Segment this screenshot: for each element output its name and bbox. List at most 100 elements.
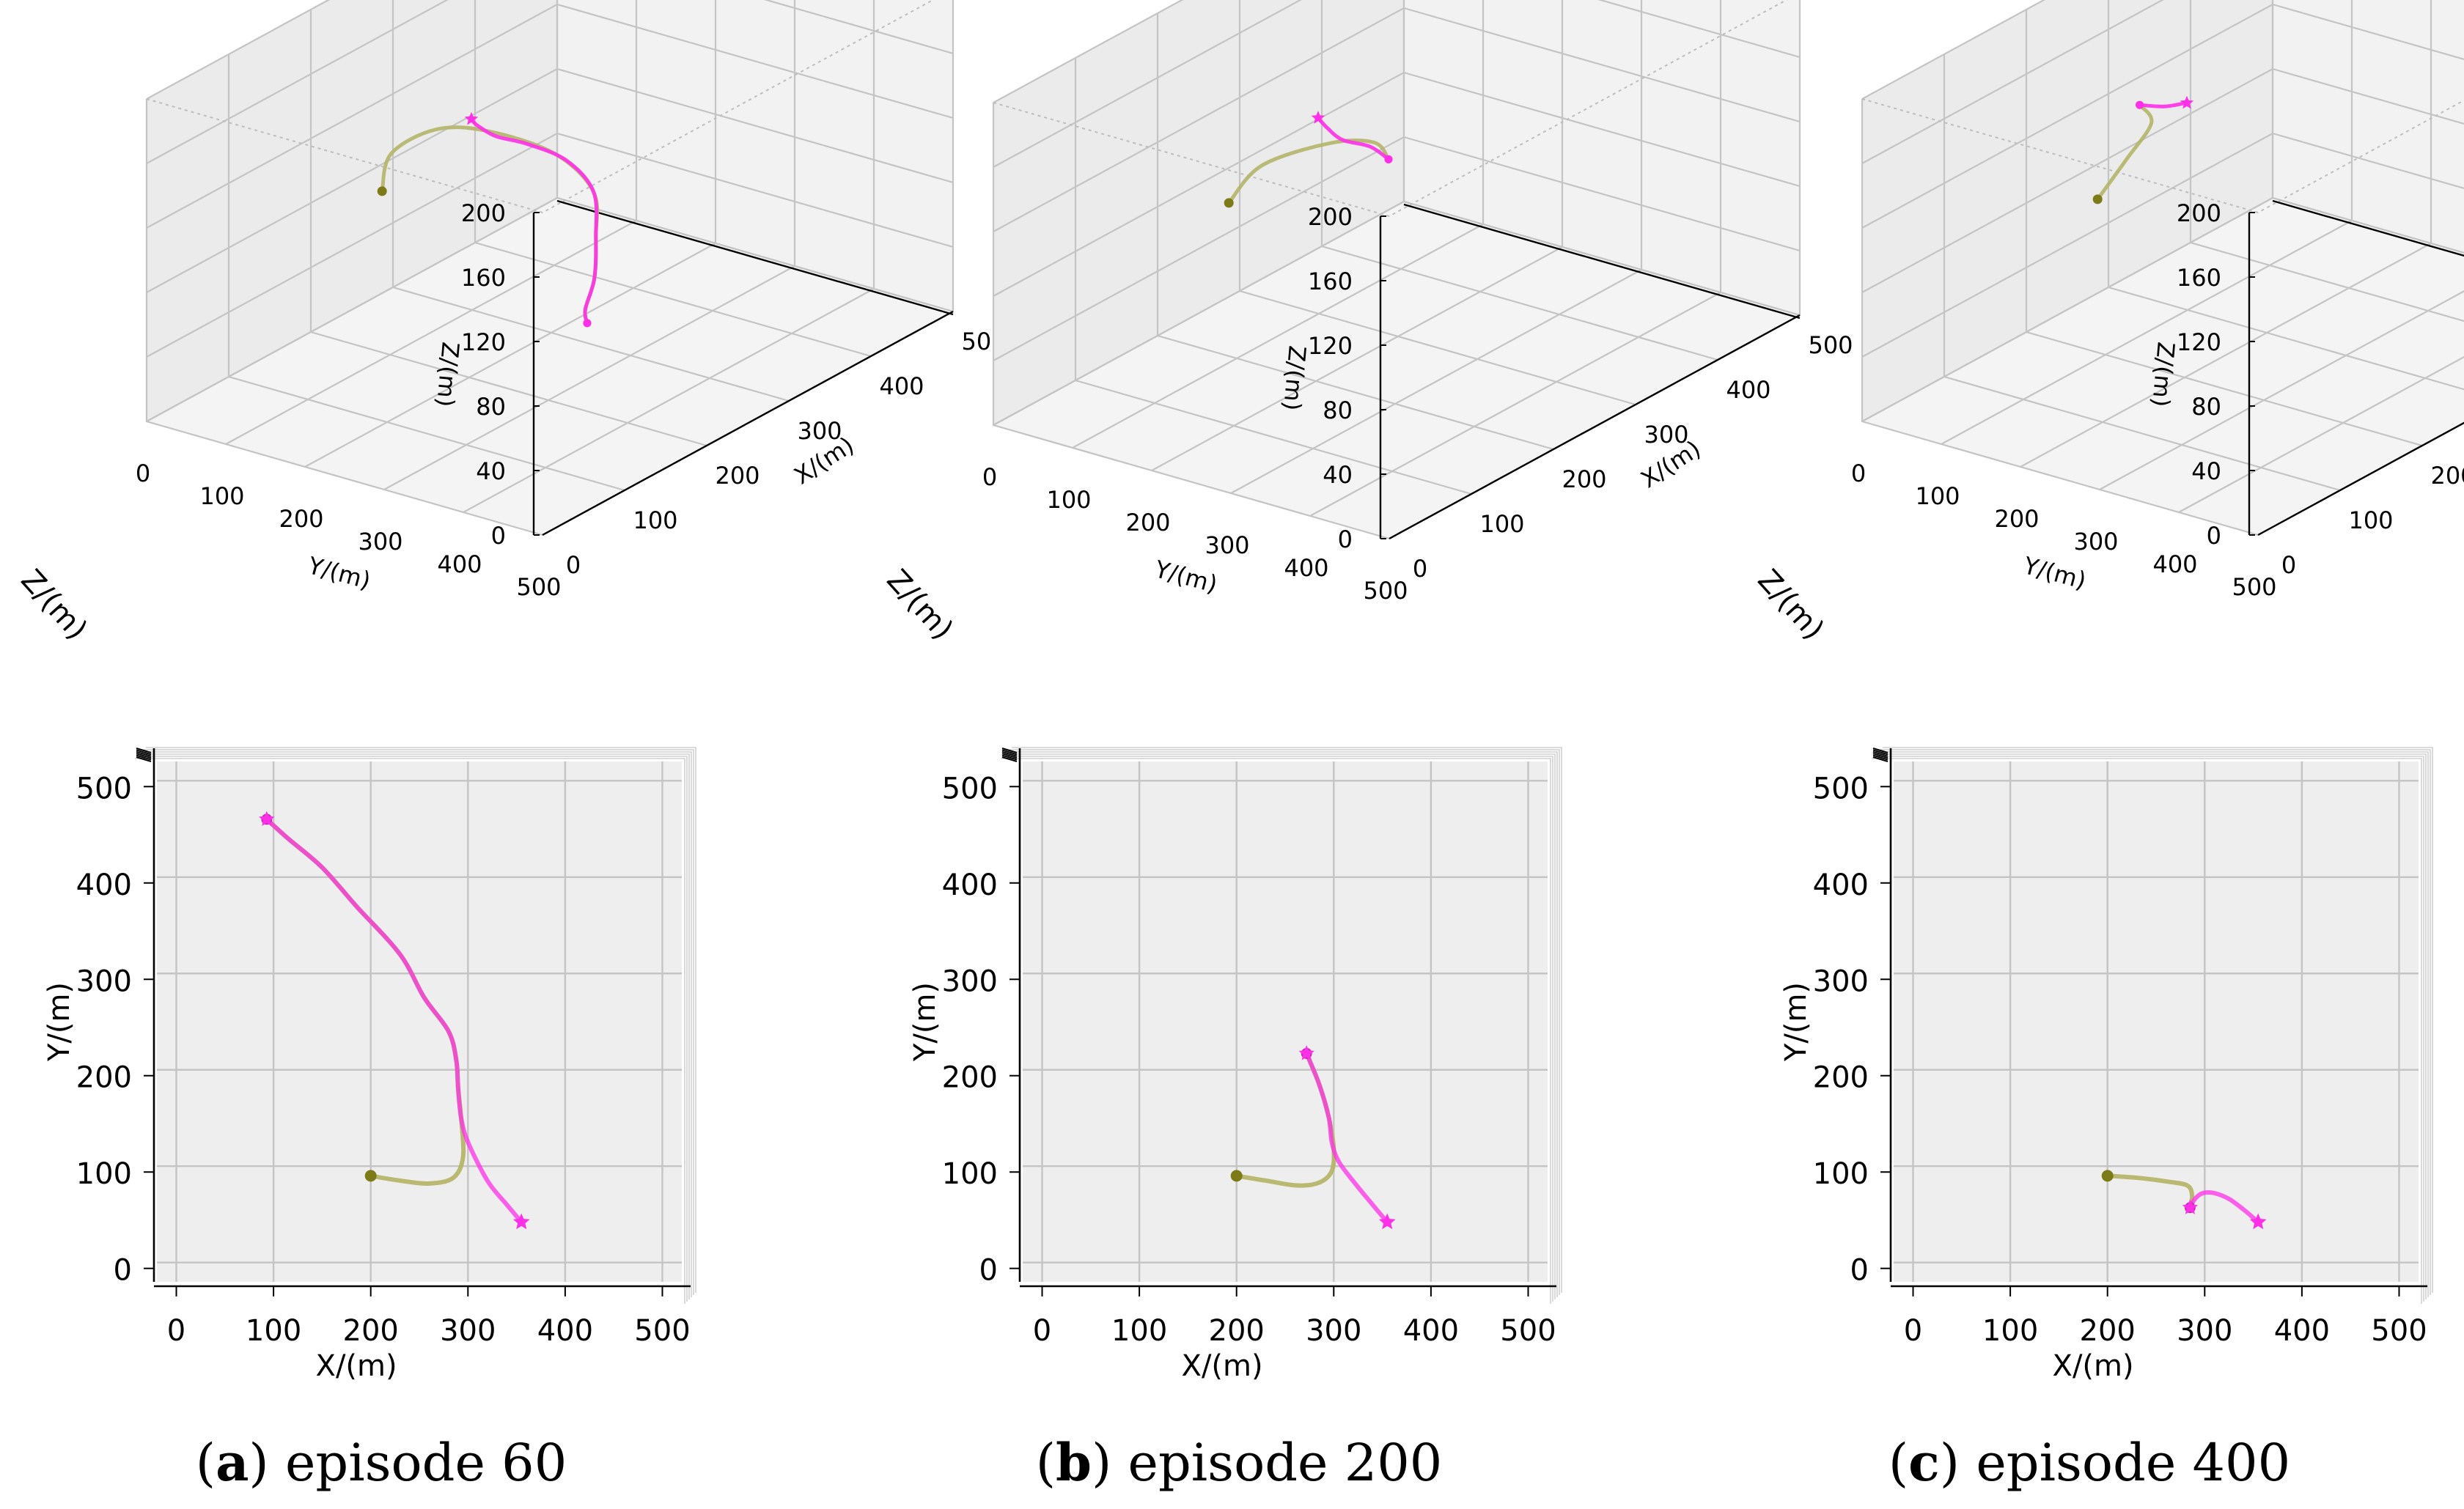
target-start-marker	[1311, 111, 1325, 124]
caption-a: (a) episode 60	[196, 1432, 567, 1493]
ztick-mark-4	[136, 754, 152, 761]
pane-edge-0	[1872, 758, 2422, 1304]
ytick-label-0: 0	[979, 1254, 998, 1288]
uav-start-marker	[377, 186, 387, 196]
ytick-label-200: 200	[942, 1061, 998, 1095]
ytick-label-500: 500	[76, 772, 132, 805]
target-end-marker	[2136, 100, 2144, 109]
uav-path	[2105, 1173, 2195, 1210]
ytick-label-300: 300	[1813, 964, 1869, 998]
ytick-label-300: 300	[1205, 531, 1249, 559]
ytick-label-500: 500	[942, 772, 998, 805]
ztick-label-40: 40	[2191, 457, 2221, 485]
ytick-label-200: 200	[1813, 1061, 1869, 1095]
pane-edge-5	[146, 747, 696, 1293]
ytick-label-200: 200	[279, 505, 323, 533]
xtick-label-300: 300	[1306, 1314, 1361, 1348]
axis-x-line	[1403, 203, 1801, 320]
ztick-label-160: 160	[461, 264, 506, 292]
ytick-label-500: 500	[1813, 772, 1869, 805]
uav-path	[2095, 103, 2154, 202]
ztick-label-0: 0	[1338, 525, 1353, 553]
pane-edge-1	[1003, 756, 1553, 1302]
xtick-label-300: 300	[440, 1314, 496, 1348]
ztick-mark-0	[136, 748, 152, 753]
zlabel: Z/(m)	[431, 341, 465, 408]
ztick-mark-3	[1001, 753, 1018, 759]
ztick-mark-3	[136, 753, 152, 759]
pane-edge-1	[137, 756, 688, 1302]
ztick-mark-2	[1001, 750, 1018, 757]
axis-y-line	[2257, 421, 2464, 536]
xtick-label-500: 500	[1500, 1314, 1556, 1348]
panel-3d-b: 0408012016020001002003004005000100200300…	[982, 0, 1853, 605]
ytick-label-0: 0	[1850, 1254, 1869, 1288]
ztick-label-160: 160	[2177, 264, 2221, 292]
pane-edge-3	[1878, 751, 2429, 1297]
xtick-label-300: 300	[2177, 1314, 2232, 1348]
grid-z-160	[993, 0, 1801, 168]
xtick-label-400: 400	[1726, 376, 1770, 404]
ytick-label-400: 400	[942, 868, 998, 902]
ytick-label-200: 200	[1125, 509, 1170, 536]
ztick-label-0: 0	[491, 522, 506, 550]
grid-z-80	[1861, 67, 2464, 293]
target-start-marker	[1378, 1213, 1396, 1230]
ytick-label-300: 300	[358, 528, 402, 556]
ylabel: Y/(m)	[43, 982, 76, 1062]
caption-b-text: episode 200	[1111, 1433, 1442, 1493]
pane-edge-5	[1012, 747, 1562, 1293]
ztick-label-200: 200	[1308, 203, 1353, 231]
pane-edge-5	[1883, 747, 2433, 1293]
back-pane-yz	[2273, 0, 2464, 253]
xtick-label-400: 400	[879, 372, 924, 400]
grid-z-0	[146, 196, 954, 422]
grid-z-40	[146, 132, 954, 358]
ztick-mark-1	[1001, 749, 1018, 756]
target-start-marker	[464, 111, 479, 125]
zlabel: Z/(m)	[2147, 341, 2180, 408]
xtick-label-100: 100	[633, 506, 677, 534]
ztick-label-0: 0	[2207, 522, 2221, 550]
pane-edge-2	[1876, 753, 2427, 1299]
xtick-label-100: 100	[246, 1314, 301, 1348]
ytick-label-200: 200	[76, 1061, 132, 1095]
plot-area	[1894, 761, 2419, 1282]
caption-c-text: episode 400	[1960, 1433, 2290, 1493]
floor-pane	[993, 202, 1800, 539]
xtick-label-0: 0	[167, 1314, 185, 1348]
frame-top-dotted	[993, 0, 1788, 218]
ytick-label-0: 0	[114, 1254, 132, 1288]
target-end-marker	[259, 811, 275, 826]
ytick-label-500: 500	[2232, 573, 2276, 601]
xtick-label-500: 500	[634, 1314, 690, 1348]
panel-3d-a: 0408012016020001002003004005000100200300…	[136, 0, 1007, 601]
ztick-mark-5	[1001, 756, 1018, 762]
xtick-label-200: 200	[2430, 462, 2464, 490]
xtick-label-100: 100	[1479, 510, 1524, 538]
caption-b-letter: b	[1056, 1432, 1092, 1493]
target-start-marker	[2180, 95, 2194, 109]
uav-start-marker	[2101, 1170, 2114, 1182]
pane-edge-4	[1009, 749, 1560, 1295]
axis-y-line	[542, 310, 954, 536]
ztick-mark-0	[1872, 748, 1889, 753]
axis-x-line	[556, 199, 954, 316]
ylabel: Y/(m)	[1779, 982, 1813, 1062]
floor-pane	[147, 198, 953, 535]
pane-edge-0	[1001, 758, 1551, 1304]
ztick-mark-5	[136, 756, 152, 762]
target-path	[264, 816, 524, 1225]
xtick-label-0: 0	[1413, 555, 1427, 583]
caption-c-letter: c	[1908, 1432, 1940, 1493]
xtick-label-0: 0	[2281, 551, 2296, 579]
plot-area	[1023, 761, 1548, 1282]
ytick-label-0: 0	[1851, 460, 1866, 487]
ytick-label-100: 100	[76, 1157, 132, 1191]
grid-z-120	[993, 7, 1801, 232]
zlabel: Z/(m)	[1278, 344, 1312, 412]
ztick-mark-2	[1872, 750, 1889, 757]
caption-a-letter: a	[216, 1432, 249, 1493]
grid-z-200	[1861, 0, 2046, 100]
ylabel: Y/(m)	[908, 982, 942, 1062]
